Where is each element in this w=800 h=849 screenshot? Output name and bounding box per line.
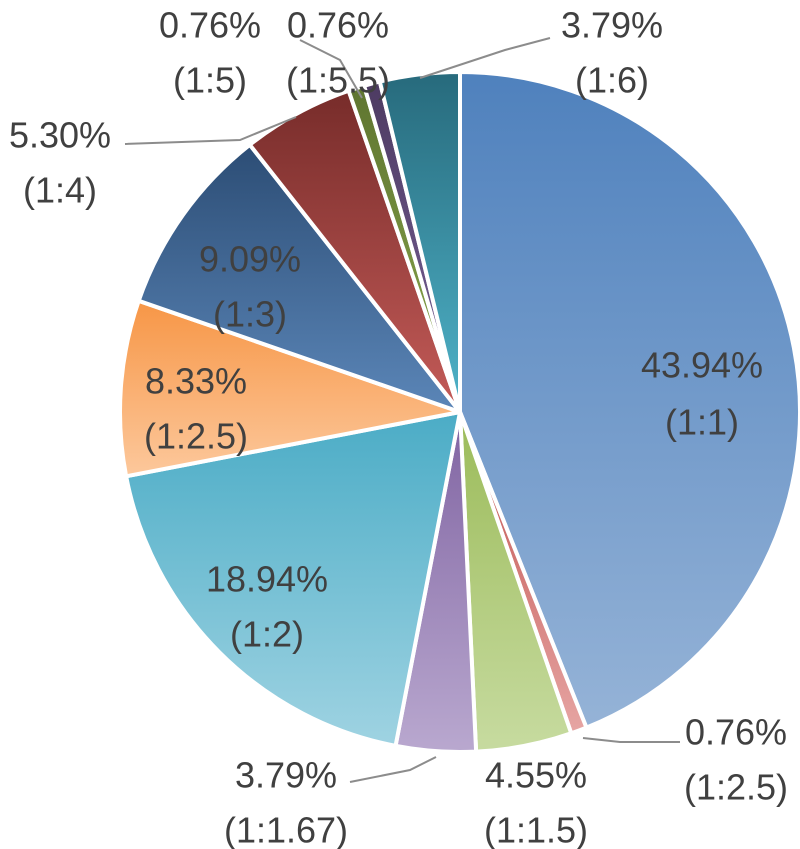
slice-ratio-label: (1:2.5): [144, 416, 248, 457]
slice-ratio-label: (1:3): [213, 294, 287, 335]
slice-percent-label: 0.76%: [159, 5, 261, 46]
leader-lines: [124, 37, 680, 783]
slice-ratio-label: (1:5.5): [286, 60, 390, 101]
slice-labels: 43.94% (1:1) 0.76% (1:2.5) 4.55% (1:1.5) 3.79%…: [9, 5, 788, 849]
slice-percent-label: 8.33%: [145, 361, 247, 402]
slice-percent-label: 3.79%: [561, 5, 663, 46]
slice-percent-label: 0.76%: [287, 5, 389, 46]
slice-ratio-label: (1:1.67): [224, 810, 348, 849]
slice-percent-label: 3.79%: [235, 755, 337, 796]
slice-ratio-label: (1:1.5): [484, 810, 588, 849]
slice-ratio-label: (1:2.5): [684, 767, 788, 808]
slice-percent-label: 18.94%: [206, 559, 328, 600]
pie-slice: [124, 410, 462, 748]
leader-line: [349, 756, 437, 783]
pie-slice: [377, 70, 462, 414]
slice-percent-label: 4.55%: [485, 755, 587, 796]
pie-slice: [118, 298, 462, 479]
slice-percent-label: 0.76%: [685, 712, 787, 753]
slice-percent-label: 9.09%: [199, 239, 301, 280]
slice-percent-label: 43.94%: [641, 345, 763, 386]
slice-ratio-label: (1:5): [173, 60, 247, 101]
pie-slice: [136, 142, 462, 414]
leader-line: [124, 116, 297, 145]
pie-slices: [118, 70, 800, 754]
slice-ratio-label: (1:6): [575, 60, 649, 101]
leader-line: [419, 37, 551, 79]
pie-slice: [458, 70, 800, 730]
slice-ratio-label: (1:2): [230, 614, 304, 655]
slice-ratio-label: (1:4): [23, 170, 97, 211]
slice-ratio-label: (1:1): [665, 402, 739, 443]
leader-line: [299, 39, 363, 99]
leader-line: [582, 737, 680, 743]
slice-percent-label: 5.30%: [9, 115, 111, 156]
